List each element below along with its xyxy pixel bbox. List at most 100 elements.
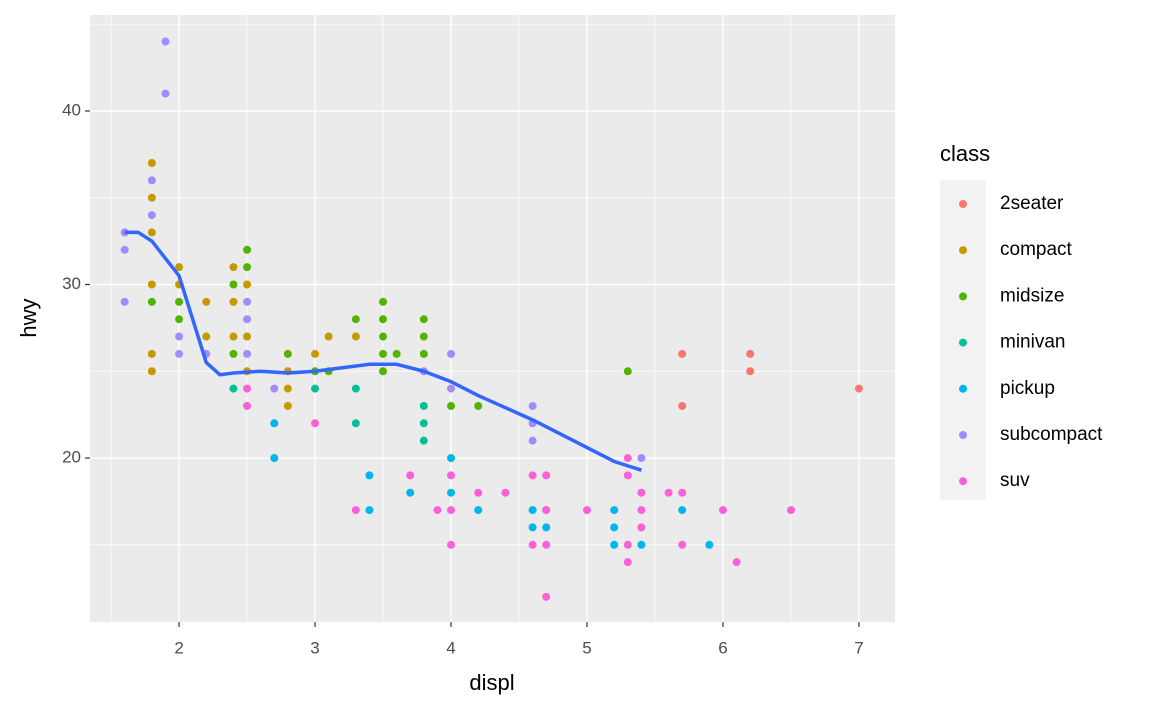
point [229,349,238,358]
point [243,384,252,393]
point [283,384,292,393]
point [311,384,320,393]
point [229,280,238,289]
point [528,523,537,532]
point [202,297,211,306]
point [351,315,360,324]
smooth-line [124,230,642,472]
point [406,471,415,480]
legend-key [959,338,967,347]
point [610,523,619,532]
point [542,523,551,532]
point [854,384,863,393]
point [161,89,170,98]
point [229,384,238,393]
point [528,471,537,480]
point [623,471,632,480]
point [202,332,211,341]
point [243,401,252,410]
point [283,401,292,410]
point [610,506,619,515]
legend-label: midsize [1000,285,1064,306]
point [419,401,428,410]
point [147,176,156,185]
point [501,488,510,497]
legend-key [959,384,967,393]
point [447,384,456,393]
point [678,506,687,515]
legend-title: class [940,141,990,166]
legend-key [959,477,967,486]
point [311,349,320,358]
legend-label: subcompact [1000,424,1103,445]
point [447,349,456,358]
point [175,315,184,324]
point [243,245,252,254]
point [379,297,388,306]
point [447,454,456,463]
point [786,506,795,515]
point [447,506,456,515]
point [583,506,592,515]
point [623,558,632,567]
point [623,454,632,463]
point [447,540,456,549]
x-axis-title: displ [469,670,514,695]
point [147,349,156,358]
x-tick-label: 6 [718,638,727,657]
y-tick-label: 30 [62,274,81,293]
y-axis-title: hwy [16,298,41,337]
point [528,401,537,410]
point [147,159,156,168]
point [746,349,755,358]
point [419,436,428,445]
point [746,367,755,376]
point [175,332,184,341]
point [161,37,170,46]
point [147,211,156,220]
point [542,592,551,601]
point [406,488,415,497]
point [120,297,129,306]
point [270,454,279,463]
x-tick-label: 7 [854,638,863,657]
point [474,506,483,515]
point [623,367,632,376]
x-tick-label: 4 [446,638,455,657]
point [229,332,238,341]
point [379,332,388,341]
point [419,332,428,341]
point [528,436,537,445]
point [351,506,360,515]
panel [90,15,895,622]
legend-label: pickup [1000,378,1055,399]
point [351,332,360,341]
point [474,488,483,497]
point [637,488,646,497]
point [419,315,428,324]
point [637,540,646,549]
legend-label: suv [1000,470,1030,491]
point [705,540,714,549]
legend-key [959,246,967,255]
point [175,297,184,306]
point [311,419,320,428]
legend-label: compact [1000,239,1073,260]
point [542,471,551,480]
point [243,297,252,306]
point [175,263,184,272]
legend-key [959,431,967,439]
point [379,315,388,324]
point [351,419,360,428]
point [147,367,156,376]
point [637,454,646,463]
point [528,540,537,549]
point [351,384,360,393]
y-tick-label: 40 [62,100,81,119]
point [419,419,428,428]
point [678,488,687,497]
point [637,506,646,515]
point [379,349,388,358]
legend-key [959,292,967,301]
